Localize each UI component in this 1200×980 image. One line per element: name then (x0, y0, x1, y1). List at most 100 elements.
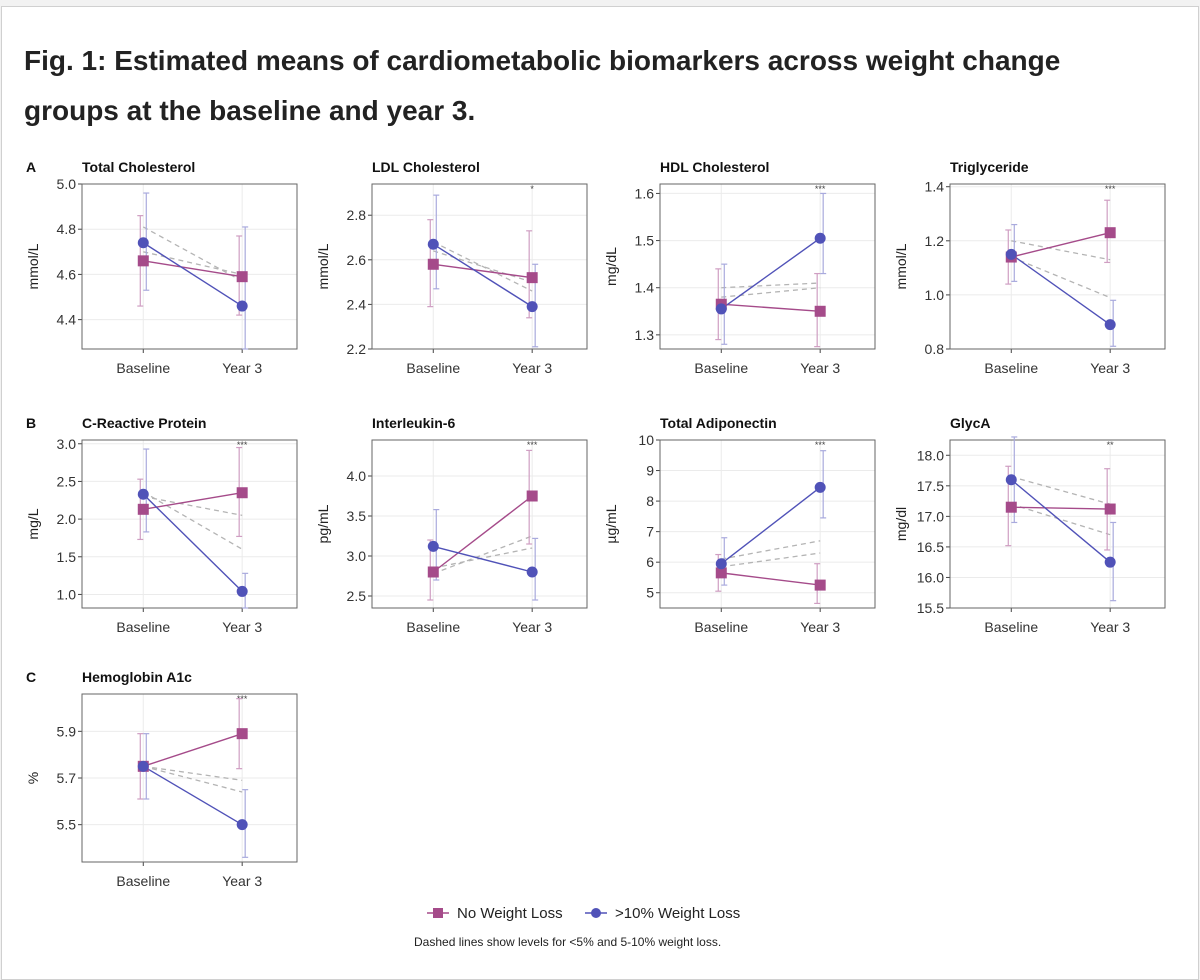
y-tick-label: 9 (646, 463, 654, 479)
y-tick-label: 17.5 (917, 478, 944, 494)
x-tick-label: Baseline (984, 360, 1038, 376)
plot-frame (371, 183, 588, 350)
series-line-no-loss (721, 303, 821, 312)
y-tick-label: 16.5 (917, 539, 944, 555)
y-tick-label: 1.5 (57, 549, 77, 565)
y-tick-label: 10 (638, 432, 654, 448)
point-no-loss (236, 271, 248, 283)
point-no-loss (427, 566, 439, 578)
series-line-no-loss (143, 733, 243, 767)
point-gt10-loss (236, 300, 248, 312)
panel-c-reactive-protein: B C-Reactive Protein 1.0 1.5 2.0 2.5 3.0 Baseli… (25, 415, 298, 635)
series-line-no-loss (432, 495, 533, 573)
x-tick-label: Year 3 (1090, 619, 1130, 635)
y-axis-label: mmol/L (893, 243, 909, 289)
panel-total-cholesterol: A Total Cholesterol 4.4 4.6 4.8 5.0 Baseline Ye… (25, 159, 298, 376)
panel-title: Total Cholesterol (82, 159, 195, 175)
panel-title: HDL Cholesterol (660, 159, 769, 175)
point-gt10-loss (137, 237, 149, 249)
y-tick-label: 5.0 (57, 176, 77, 192)
y-axis-label: mg/dL (603, 247, 619, 286)
panel-interleukin-6: Interleukin-6 2.5 3.0 3.5 4.0 Baseline Year 3 p… (315, 415, 588, 635)
dashed-series-line (1011, 240, 1111, 261)
point-no-loss (526, 272, 538, 284)
point-gt10-loss (1104, 319, 1116, 331)
legend-gt10-label: >10% Weight Loss (615, 905, 740, 922)
plot-area (660, 440, 875, 608)
dashed-series-line (721, 282, 821, 289)
point-no-loss (137, 255, 149, 267)
plot-frame (659, 183, 876, 350)
y-tick-label: 1.4 (925, 179, 945, 195)
point-gt10-loss (1104, 556, 1116, 568)
x-tick-label: Year 3 (222, 360, 262, 376)
y-tick-label: 5 (646, 585, 654, 601)
y-tick-label: 1.0 (925, 287, 945, 303)
y-tick-label: 3.5 (347, 508, 367, 524)
point-no-loss (236, 728, 248, 740)
dashed-series-line (433, 547, 533, 569)
y-axis-label: % (25, 772, 41, 784)
x-tick-label: Baseline (116, 360, 170, 376)
y-tick-label: 1.2 (925, 233, 945, 249)
figure-title: Fig. 1: Estimated means of cardiometabol… (24, 45, 1061, 126)
x-tick-label: Baseline (116, 873, 170, 889)
series-line-no-loss (143, 260, 243, 278)
y-tick-label: 5.5 (57, 817, 77, 833)
panel-hemoglobin-a1c: C Hemoglobin A1c 5.5 5.7 5.9 Baseline Year 3% *… (25, 669, 298, 889)
point-gt10-loss (137, 760, 149, 772)
point-gt10-loss (236, 819, 248, 831)
y-tick-label: 18.0 (917, 447, 944, 463)
x-tick-label: Year 3 (800, 360, 840, 376)
point-gt10-loss (526, 566, 538, 578)
plot-frame (81, 439, 298, 609)
plot-frame (371, 439, 588, 609)
panel-title: C-Reactive Protein (82, 415, 206, 431)
dashed-series-line (432, 241, 533, 292)
y-tick-label: 15.5 (917, 600, 944, 616)
y-axis-label: mmol/L (315, 243, 331, 289)
point-gt10-loss (814, 481, 826, 493)
point-gt10-loss (715, 558, 727, 570)
point-gt10-loss (236, 585, 248, 597)
series-line-no-loss (433, 263, 533, 279)
significance-marker: *** (237, 694, 248, 704)
point-no-loss (137, 503, 149, 515)
point-no-loss (236, 487, 248, 499)
point-gt10-loss (526, 301, 538, 313)
panel-letter: A (26, 159, 36, 175)
y-tick-label: 2.0 (57, 511, 77, 527)
point-no-loss (715, 567, 727, 579)
series-line-gt10-loss (720, 237, 821, 310)
y-axis-label: mg/L (25, 508, 41, 539)
panel-letter: C (26, 669, 36, 685)
legend-gt10-circle-icon (591, 908, 601, 918)
y-tick-label: 2.8 (347, 207, 367, 223)
panel-title: Triglyceride (950, 159, 1029, 175)
series-line-gt10-loss (1010, 479, 1111, 563)
point-no-loss (526, 490, 538, 502)
dashed-series-line (142, 491, 243, 550)
significance-marker: *** (1105, 184, 1116, 194)
point-no-loss (1104, 227, 1116, 239)
point-gt10-loss (814, 232, 826, 244)
y-tick-label: 8 (646, 493, 654, 509)
point-no-loss (1005, 501, 1017, 513)
y-tick-label: 4.8 (57, 221, 77, 237)
series-line-gt10-loss (432, 243, 533, 308)
series-line-gt10-loss (433, 545, 533, 573)
y-tick-label: 17.0 (917, 508, 944, 524)
panel-letter: B (26, 415, 36, 431)
y-tick-label: 4.4 (57, 312, 77, 328)
panel-title: Hemoglobin A1c (82, 669, 192, 685)
series-line-no-loss (1011, 232, 1111, 258)
significance-marker: ** (1107, 440, 1115, 450)
plot-area (372, 184, 587, 349)
point-gt10-loss (1005, 248, 1017, 260)
y-tick-label: 16.0 (917, 569, 944, 585)
y-tick-label: 7 (646, 524, 654, 540)
plot-frame (949, 183, 1166, 350)
panel-triglyceride: Triglyceride 0.8 1.0 1.2 1.4 Baseline Year 3 mm… (893, 159, 1166, 376)
x-tick-label: Year 3 (222, 619, 262, 635)
